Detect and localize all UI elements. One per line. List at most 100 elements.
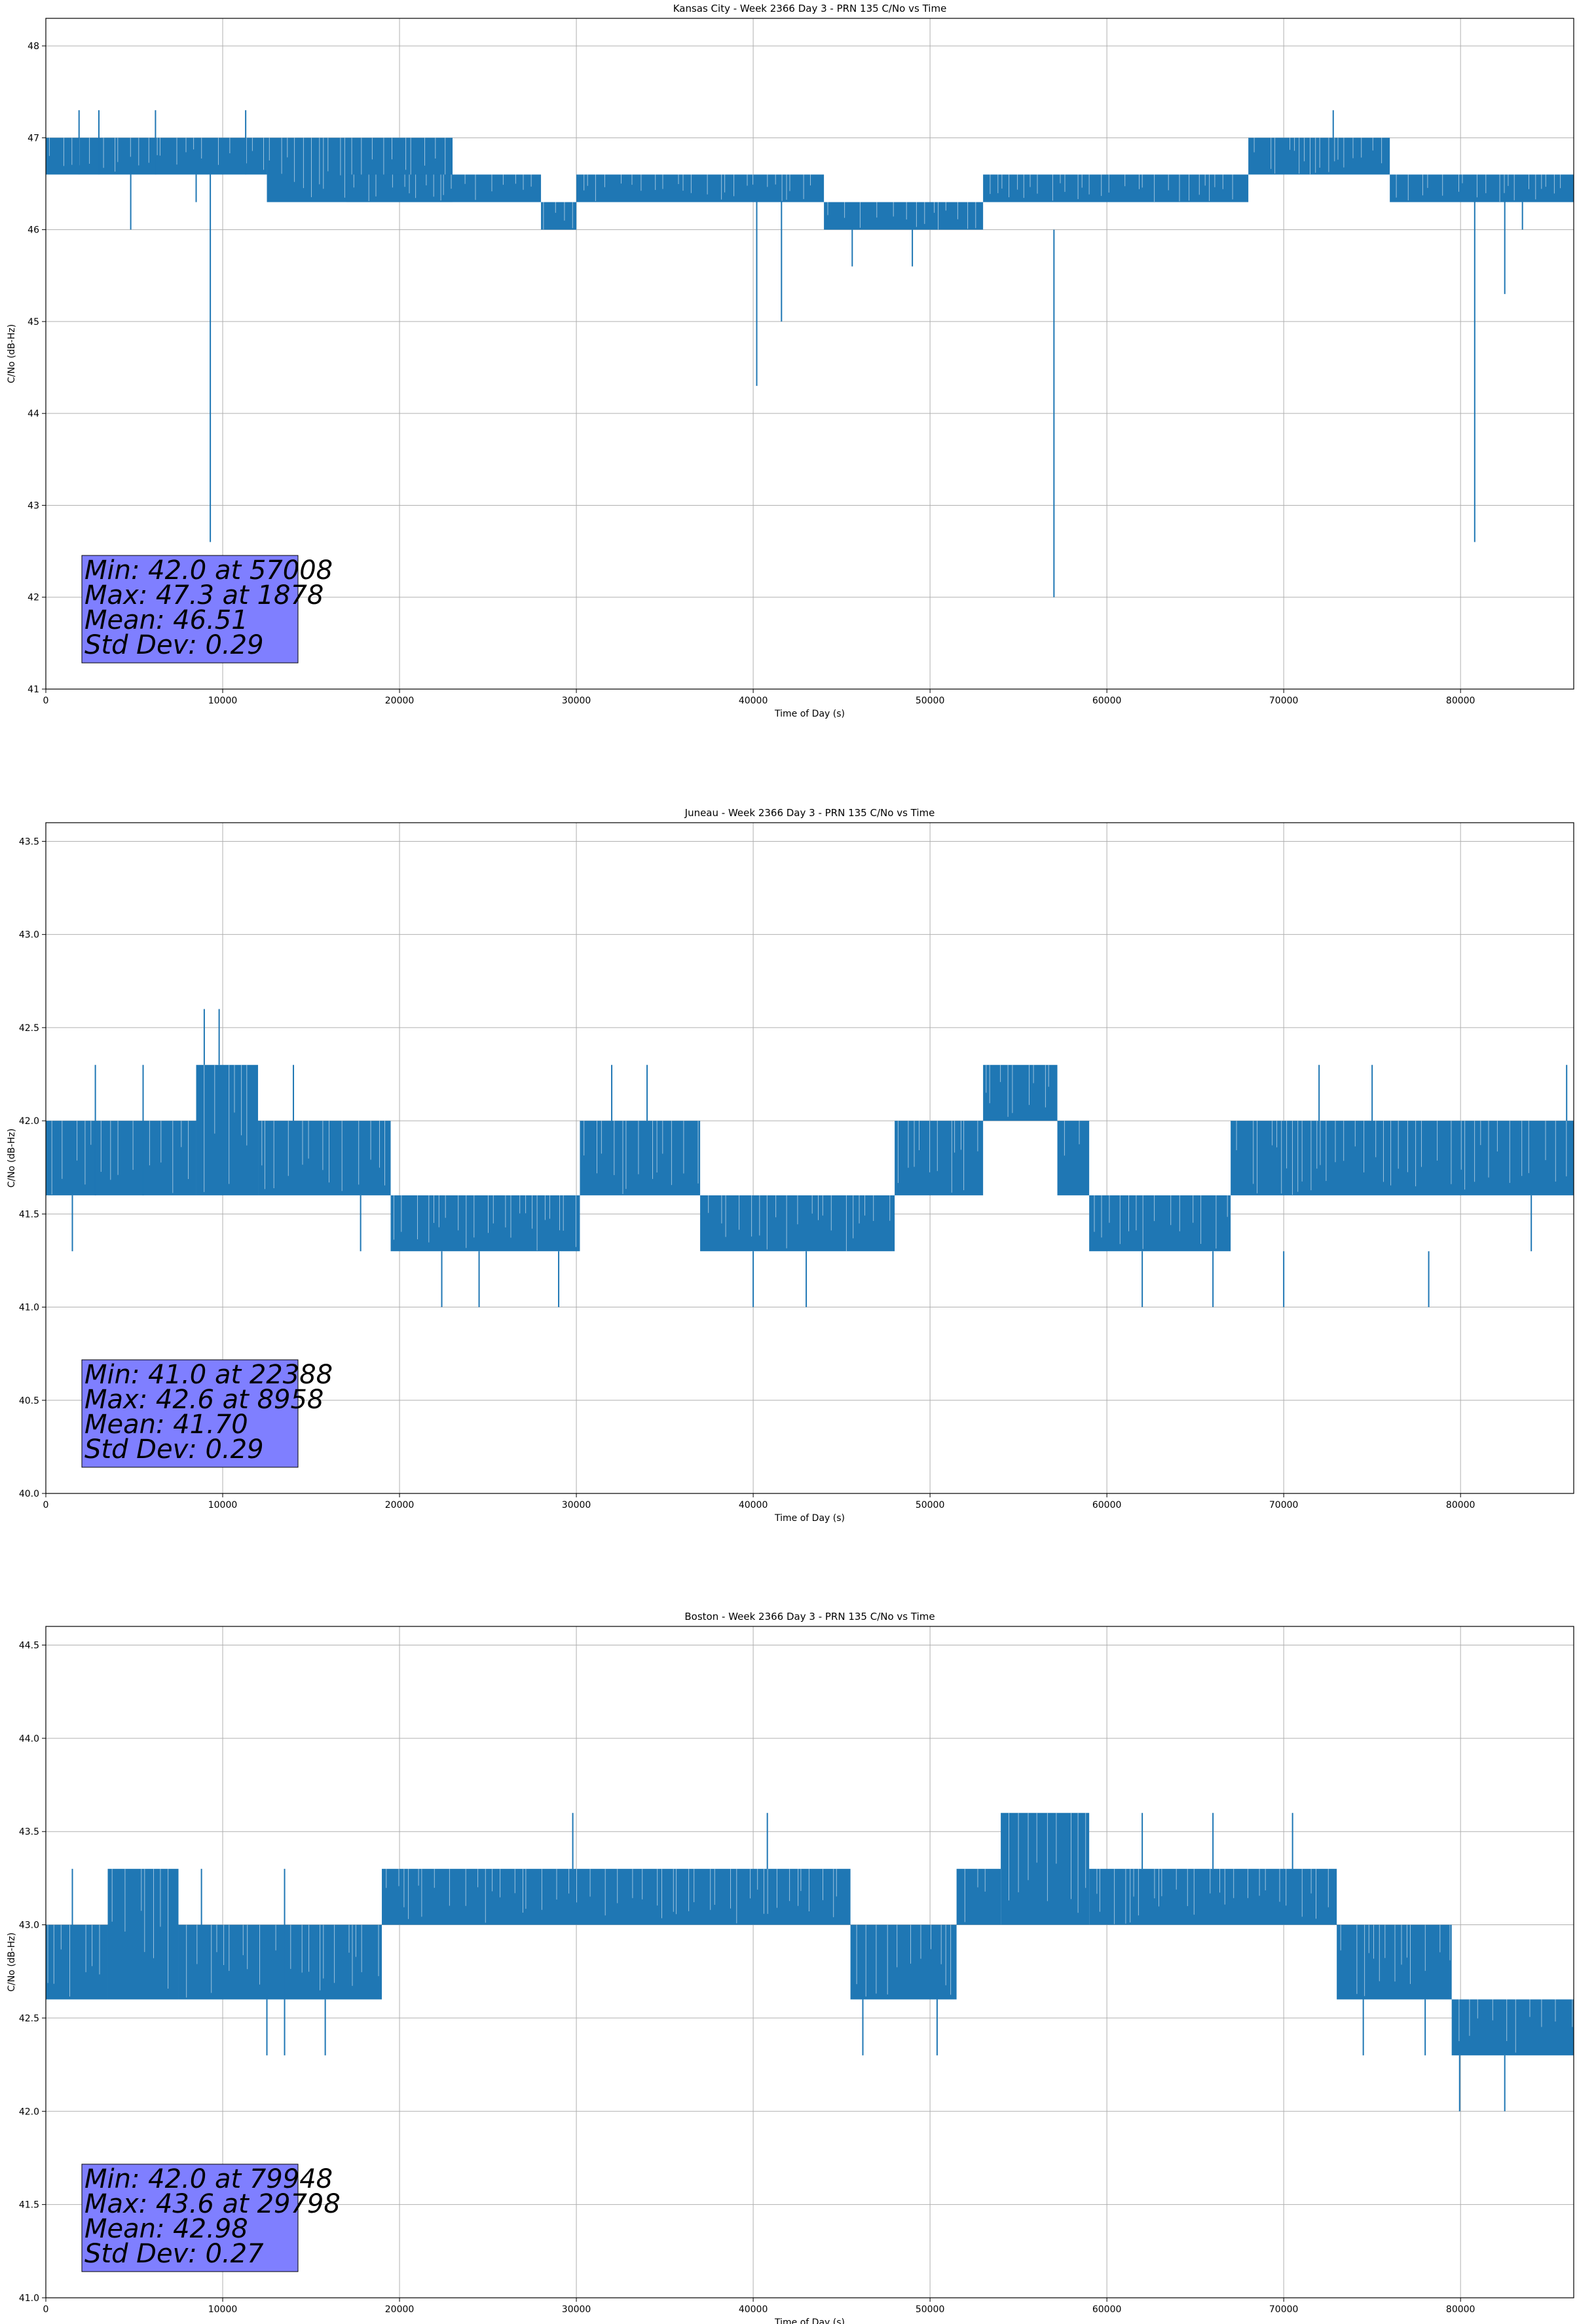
x-tick-label: 10000 — [208, 696, 238, 706]
y-tick-label: 46 — [28, 225, 39, 236]
data-band-texture — [261, 1121, 385, 1191]
y-tick-label: 42.0 — [19, 2107, 39, 2117]
data-band-texture — [386, 1869, 837, 1924]
data-band — [382, 1869, 851, 1925]
chart-panel-1: Kansas City - Week 2366 Day 3 - PRN 135 … — [7, 3, 1574, 719]
x-tick-label: 20000 — [385, 1500, 415, 1510]
data-band-texture — [186, 1924, 379, 1998]
x-tick-label: 40000 — [739, 696, 768, 706]
x-tick-label: 30000 — [562, 1500, 591, 1510]
x-tick-label: 50000 — [916, 2304, 945, 2315]
x-tick-label: 60000 — [1092, 696, 1122, 706]
data-band — [196, 1064, 259, 1195]
data-band — [178, 1924, 382, 2000]
x-tick-label: 0 — [43, 696, 49, 706]
data-series — [46, 1812, 1574, 2112]
axes-frame — [45, 18, 1574, 690]
data-band-texture — [1396, 174, 1561, 202]
y-tick-label: 45 — [28, 317, 39, 328]
data-band-texture — [827, 202, 976, 230]
x-tick-label: 50000 — [916, 696, 945, 706]
data-series — [46, 1009, 1574, 1307]
data-band-texture — [708, 1195, 891, 1252]
data-band — [850, 1924, 957, 2000]
y-tick-label: 42.5 — [19, 2014, 39, 2024]
x-tick-label: 80000 — [1446, 2304, 1475, 2315]
chart-title: Boston - Week 2366 Day 3 - PRN 135 C/No … — [684, 1611, 935, 1622]
x-tick-label: 70000 — [1269, 696, 1299, 706]
stats-box — [81, 2164, 299, 2272]
data-band — [46, 1121, 196, 1195]
data-band — [1451, 1999, 1574, 2055]
y-tick-label: 43.5 — [19, 836, 39, 847]
y-tick-label: 42 — [28, 593, 39, 603]
x-tick-label: 80000 — [1446, 1500, 1475, 1510]
y-tick-label: 40.5 — [19, 1396, 39, 1406]
data-band — [1390, 174, 1574, 202]
stats-line: Std Dev: 0.27 — [84, 2239, 264, 2269]
x-axis-label: Time of Day (s) — [774, 1513, 845, 1524]
data-band-texture — [964, 1869, 986, 1922]
data-band-texture — [1094, 1195, 1228, 1249]
data-band — [824, 202, 984, 230]
data-band — [1337, 1924, 1452, 2000]
data-band-texture — [393, 1195, 576, 1251]
data-band — [983, 1064, 1058, 1121]
stats-line: Min: 41.0 at 22388 — [84, 1360, 333, 1390]
data-band-texture — [897, 1121, 978, 1193]
data-band — [390, 1195, 580, 1252]
data-band-texture — [856, 1924, 952, 1997]
data-band-texture — [1340, 1924, 1451, 1996]
data-band-texture — [584, 174, 811, 201]
data-band — [1089, 1869, 1337, 1925]
y-tick-label: 41 — [28, 684, 39, 695]
x-tick-label: 30000 — [562, 2304, 591, 2315]
data-band-texture — [353, 174, 532, 201]
stats-line: Min: 42.0 at 57008 — [84, 555, 333, 586]
stats-line: Max: 42.6 at 8958 — [84, 1385, 324, 1415]
y-tick-label: 41.5 — [19, 2200, 39, 2211]
data-band-texture — [204, 1064, 248, 1192]
data-band-texture — [1096, 1869, 1329, 1924]
data-band — [576, 174, 825, 202]
data-band — [258, 1121, 391, 1195]
y-tick-label: 41.0 — [19, 1303, 39, 1313]
stats-line: Mean: 46.51 — [84, 605, 248, 635]
stats-line: Std Dev: 0.29 — [84, 1434, 264, 1465]
x-tick-label: 30000 — [562, 696, 591, 706]
data-band — [107, 1869, 179, 2000]
data-band — [1057, 1121, 1090, 1195]
data-band — [1089, 1195, 1231, 1252]
data-band — [1231, 1121, 1574, 1195]
data-band-texture — [269, 138, 446, 202]
chart-title: Juneau - Week 2366 Day 3 - PRN 135 C/No … — [684, 807, 935, 819]
data-band-texture — [111, 1869, 169, 1989]
x-tick-label: 0 — [43, 1500, 49, 1510]
y-tick-label: 42.5 — [19, 1023, 39, 1034]
chart-panel-3: Boston - Week 2366 Day 3 - PRN 135 C/No … — [7, 1611, 1574, 2324]
x-tick-label: 0 — [43, 2304, 49, 2315]
stats-box — [81, 555, 299, 664]
x-tick-label: 50000 — [916, 1500, 945, 1510]
data-band — [956, 1869, 1001, 1925]
data-band — [983, 174, 1249, 202]
x-tick-label: 70000 — [1269, 2304, 1299, 2315]
stats-line: Std Dev: 0.29 — [84, 630, 264, 660]
x-tick-label: 60000 — [1092, 2304, 1122, 2315]
data-band — [1248, 138, 1390, 175]
y-axis-label: C/No (dB-Hz) — [7, 1129, 17, 1188]
data-band — [580, 1121, 701, 1195]
chart-panel-2: Juneau - Week 2366 Day 3 - PRN 135 C/No … — [7, 807, 1574, 1524]
data-band-texture — [47, 1924, 100, 1997]
x-tick-label: 20000 — [385, 2304, 415, 2315]
data-band — [1001, 1812, 1090, 1925]
x-tick-label: 10000 — [208, 1500, 238, 1510]
data-band-texture — [543, 202, 573, 230]
stats-line: Mean: 42.98 — [84, 2214, 248, 2244]
stats-box — [81, 1359, 299, 1468]
y-tick-label: 48 — [28, 41, 39, 52]
y-tick-label: 41.5 — [19, 1209, 39, 1220]
data-band — [541, 202, 577, 230]
data-band-texture — [1064, 1121, 1080, 1156]
